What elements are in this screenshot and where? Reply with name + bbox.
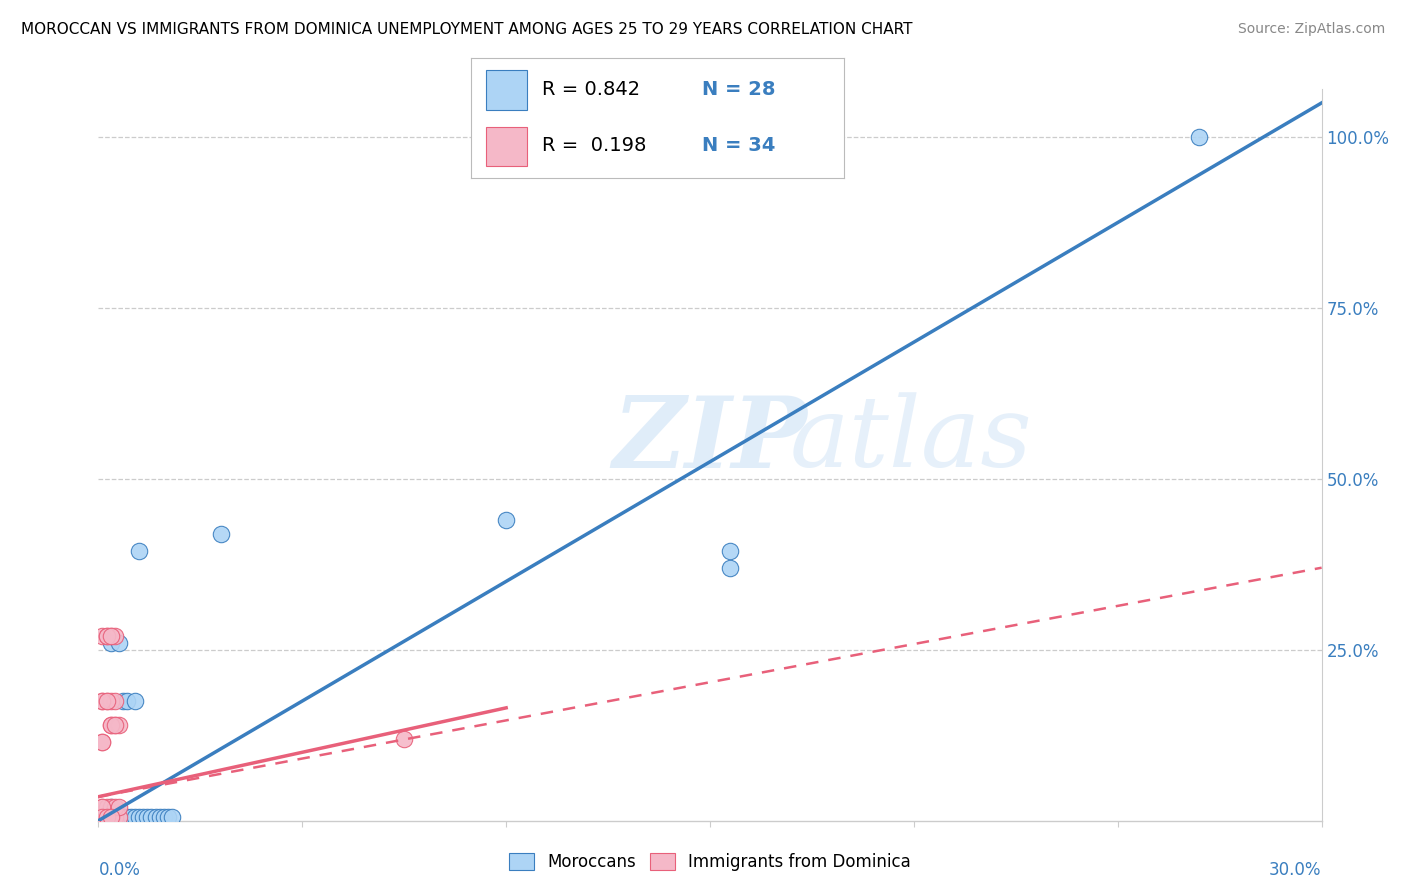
Point — [108, 810, 131, 824]
Text: R =  0.198: R = 0.198 — [541, 136, 647, 155]
Text: N = 28: N = 28 — [702, 79, 776, 99]
Point — [100, 636, 122, 650]
Point — [104, 629, 127, 643]
Point — [720, 560, 742, 574]
Point — [132, 810, 155, 824]
Point — [209, 526, 232, 541]
Point — [100, 629, 122, 643]
Point — [495, 513, 517, 527]
Point — [91, 810, 114, 824]
Point — [111, 694, 134, 708]
Point — [91, 735, 114, 749]
Text: 0.0%: 0.0% — [98, 861, 141, 879]
Point — [111, 810, 134, 824]
Point — [91, 629, 114, 643]
Point — [120, 810, 142, 824]
Point — [104, 800, 127, 814]
Point — [145, 810, 167, 824]
Point — [91, 735, 114, 749]
Point — [96, 810, 118, 824]
Point — [100, 718, 122, 732]
Point — [720, 543, 742, 558]
Point — [104, 806, 127, 821]
Point — [1188, 130, 1211, 145]
Point — [91, 810, 114, 824]
Text: N = 34: N = 34 — [702, 136, 775, 155]
Point — [96, 810, 118, 824]
Point — [128, 810, 150, 824]
Point — [108, 800, 131, 814]
Point — [108, 718, 131, 732]
Text: ZIP: ZIP — [612, 392, 807, 489]
Point — [91, 800, 114, 814]
Point — [100, 800, 122, 814]
Point — [91, 800, 114, 814]
Point — [100, 810, 122, 824]
Point — [141, 810, 163, 824]
Point — [152, 810, 174, 824]
Point — [96, 629, 118, 643]
Point — [104, 718, 127, 732]
Point — [108, 810, 131, 824]
Text: R = 0.842: R = 0.842 — [541, 79, 640, 99]
Point — [149, 810, 172, 824]
Point — [136, 810, 159, 824]
Text: atlas: atlas — [790, 392, 1032, 488]
Point — [91, 694, 114, 708]
Point — [115, 810, 138, 824]
Point — [100, 800, 122, 814]
Legend: Moroccans, Immigrants from Dominica: Moroccans, Immigrants from Dominica — [502, 847, 918, 878]
Point — [96, 629, 118, 643]
Point — [91, 694, 114, 708]
Text: MOROCCAN VS IMMIGRANTS FROM DOMINICA UNEMPLOYMENT AMONG AGES 25 TO 29 YEARS CORR: MOROCCAN VS IMMIGRANTS FROM DOMINICA UNE… — [21, 22, 912, 37]
Point — [104, 718, 127, 732]
Point — [108, 636, 131, 650]
Point — [96, 694, 118, 708]
Point — [160, 810, 183, 824]
Point — [124, 694, 146, 708]
Point — [156, 810, 179, 824]
Point — [104, 694, 127, 708]
Point — [100, 629, 122, 643]
Point — [96, 800, 118, 814]
Point — [104, 810, 127, 824]
Text: Source: ZipAtlas.com: Source: ZipAtlas.com — [1237, 22, 1385, 37]
Bar — [486, 70, 527, 110]
Point — [124, 810, 146, 824]
Point — [96, 810, 118, 824]
Point — [128, 543, 150, 558]
Point — [100, 810, 122, 824]
Point — [100, 694, 122, 708]
Point — [115, 694, 138, 708]
Point — [96, 694, 118, 708]
Text: 30.0%: 30.0% — [1270, 861, 1322, 879]
Point — [392, 731, 416, 746]
Bar — [486, 127, 527, 166]
Point — [100, 718, 122, 732]
